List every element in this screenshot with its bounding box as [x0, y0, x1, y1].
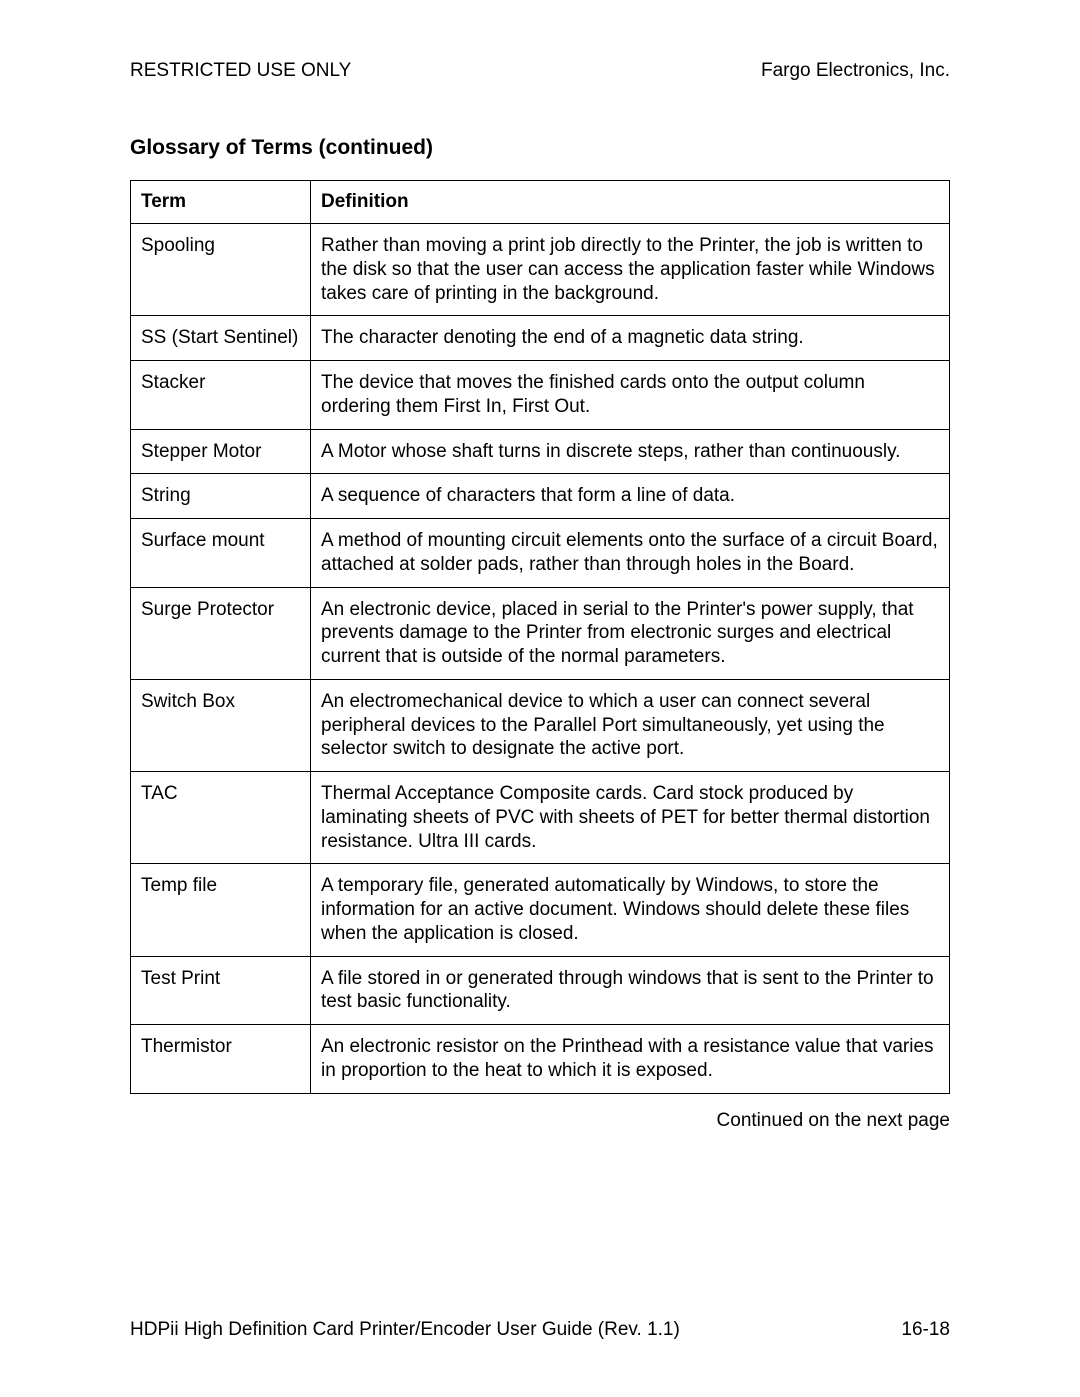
term-cell: Spooling: [131, 224, 311, 316]
definition-cell: A method of mounting circuit elements on…: [311, 519, 950, 588]
table-header-row: Term Definition: [131, 181, 950, 224]
col-header-term: Term: [131, 181, 311, 224]
term-cell: String: [131, 474, 311, 519]
page-header: RESTRICTED USE ONLY Fargo Electronics, I…: [130, 60, 950, 82]
table-row: Stepper Motor A Motor whose shaft turns …: [131, 429, 950, 474]
table-row: Surface mount A method of mounting circu…: [131, 519, 950, 588]
table-row: Spooling Rather than moving a print job …: [131, 224, 950, 316]
term-cell: Surface mount: [131, 519, 311, 588]
definition-cell: A temporary file, generated automaticall…: [311, 864, 950, 956]
definition-cell: An electromechanical device to which a u…: [311, 679, 950, 771]
continued-note: Continued on the next page: [130, 1110, 950, 1132]
table-row: Surge Protector An electronic device, pl…: [131, 587, 950, 679]
definition-cell: An electronic device, placed in serial t…: [311, 587, 950, 679]
term-cell: TAC: [131, 772, 311, 864]
term-cell: Stepper Motor: [131, 429, 311, 474]
table-row: Stacker The device that moves the finish…: [131, 361, 950, 430]
page: RESTRICTED USE ONLY Fargo Electronics, I…: [0, 0, 1080, 1397]
footer-right: 16-18: [901, 1319, 950, 1341]
term-cell: Temp file: [131, 864, 311, 956]
definition-cell: The character denoting the end of a magn…: [311, 316, 950, 361]
table-row: String A sequence of characters that for…: [131, 474, 950, 519]
definition-cell: The device that moves the finished cards…: [311, 361, 950, 430]
section-title: Glossary of Terms (continued): [130, 136, 950, 160]
table-row: Switch Box An electromechanical device t…: [131, 679, 950, 771]
term-cell: Stacker: [131, 361, 311, 430]
term-cell: Test Print: [131, 956, 311, 1025]
term-cell: Switch Box: [131, 679, 311, 771]
header-right: Fargo Electronics, Inc.: [761, 60, 950, 82]
definition-cell: Thermal Acceptance Composite cards. Card…: [311, 772, 950, 864]
table-row: TAC Thermal Acceptance Composite cards. …: [131, 772, 950, 864]
glossary-body: Spooling Rather than moving a print job …: [131, 224, 950, 1094]
term-cell: Thermistor: [131, 1025, 311, 1094]
footer-left: HDPii High Definition Card Printer/Encod…: [130, 1319, 680, 1341]
definition-cell: A Motor whose shaft turns in discrete st…: [311, 429, 950, 474]
header-left: RESTRICTED USE ONLY: [130, 60, 351, 82]
table-row: Thermistor An electronic resistor on the…: [131, 1025, 950, 1094]
glossary-table: Term Definition Spooling Rather than mov…: [130, 180, 950, 1094]
definition-cell: Rather than moving a print job directly …: [311, 224, 950, 316]
definition-cell: A file stored in or generated through wi…: [311, 956, 950, 1025]
definition-cell: An electronic resistor on the Printhead …: [311, 1025, 950, 1094]
table-row: Temp file A temporary file, generated au…: [131, 864, 950, 956]
term-cell: Surge Protector: [131, 587, 311, 679]
table-row: Test Print A file stored in or generated…: [131, 956, 950, 1025]
definition-cell: A sequence of characters that form a lin…: [311, 474, 950, 519]
table-row: SS (Start Sentinel) The character denoti…: [131, 316, 950, 361]
page-footer: HDPii High Definition Card Printer/Encod…: [130, 1319, 950, 1341]
col-header-definition: Definition: [311, 181, 950, 224]
term-cell: SS (Start Sentinel): [131, 316, 311, 361]
